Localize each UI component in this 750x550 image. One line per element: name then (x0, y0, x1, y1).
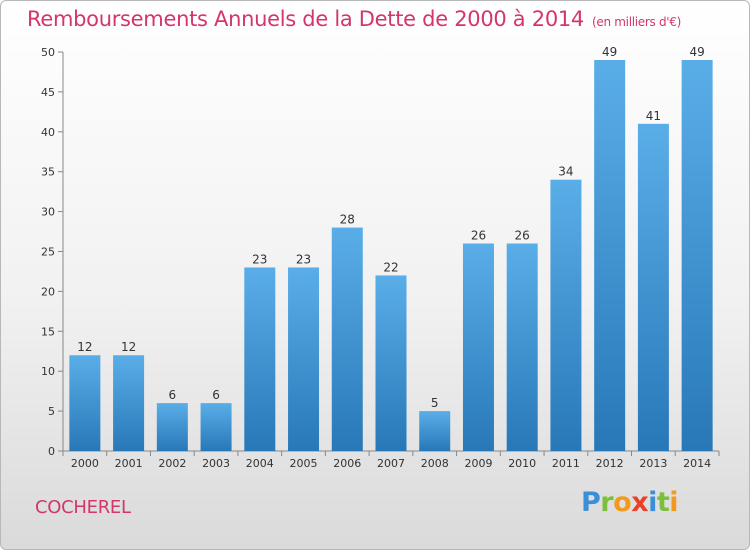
bar-2001 (113, 355, 145, 451)
y-tick-label: 15 (41, 325, 55, 338)
logo-letter: t (656, 487, 670, 518)
x-tick-label: 2007 (377, 457, 405, 470)
bar-2010 (506, 243, 538, 451)
commune-name: COCHEREL (35, 497, 131, 518)
bar-value-label: 34 (558, 165, 573, 179)
y-tick-label: 5 (48, 405, 55, 418)
logo-letter: i (648, 487, 657, 518)
y-tick-label: 10 (41, 365, 55, 378)
bar-2006 (331, 227, 363, 451)
chart-unit: (en milliers d'€) (592, 15, 682, 29)
x-tick-label: 2000 (71, 457, 99, 470)
y-tick-label: 35 (41, 166, 55, 179)
y-tick-label: 0 (48, 445, 55, 458)
logo-letter: P (581, 487, 601, 518)
bar-value-label: 5 (431, 396, 439, 410)
bar-2002 (156, 403, 188, 451)
x-tick-label: 2012 (596, 457, 624, 470)
logo-letter: x (631, 487, 649, 518)
bar-value-label: 28 (340, 213, 355, 227)
logo-letter: i (669, 487, 679, 518)
bar-value-label: 12 (77, 340, 92, 354)
bar-2005 (288, 267, 320, 451)
y-tick-label: 45 (41, 86, 55, 99)
y-tick-label: 30 (41, 206, 55, 219)
bar-2000 (69, 355, 101, 451)
bar-2008 (419, 411, 451, 451)
logo-letter: r (600, 487, 614, 518)
x-tick-label: 2005 (290, 457, 318, 470)
x-tick-label: 2002 (158, 457, 186, 470)
bar-2013 (637, 123, 669, 451)
bar-value-label: 41 (646, 109, 661, 123)
y-tick-label: 25 (41, 246, 55, 259)
x-tick-label: 2009 (464, 457, 492, 470)
bar-2007 (375, 275, 407, 451)
chart-title-text: Remboursements Annuels de la Dette de 20… (27, 7, 584, 31)
logo-letter: o (613, 487, 632, 518)
y-tick-label: 50 (41, 46, 55, 59)
x-tick-label: 2008 (421, 457, 449, 470)
bar-2004 (244, 267, 276, 451)
x-tick-label: 2011 (552, 457, 580, 470)
bar-value-label: 6 (169, 388, 177, 402)
x-tick-label: 2003 (202, 457, 230, 470)
bar-value-label: 12 (121, 340, 136, 354)
bar-value-label: 26 (471, 229, 486, 243)
bar-value-label: 23 (296, 252, 311, 266)
x-tick-label: 2004 (246, 457, 274, 470)
x-tick-label: 2014 (683, 457, 711, 470)
x-axis: 2000 2001 2002 2003 2004 2005 2006 2007 2008 2009… (62, 450, 720, 470)
x-tick-label: 2001 (115, 457, 143, 470)
bar-value-label: 49 (689, 45, 704, 59)
proxiti-logo[interactable]: Proxiti (581, 487, 679, 518)
chart-title: Remboursements Annuels de la Dette de 20… (27, 7, 681, 31)
bar-2012 (594, 59, 626, 451)
bar-2003 (200, 403, 232, 451)
y-tick-label: 40 (41, 126, 55, 139)
x-tick-label: 2013 (639, 457, 667, 470)
bar-2014 (681, 59, 713, 451)
bar-value-label: 22 (383, 260, 398, 274)
y-axis: 0 5 10 15 20 25 30 35 40 45 50 (41, 46, 64, 458)
bar-2009 (462, 243, 494, 451)
bar-value-label: 23 (252, 252, 267, 266)
bar-value-label: 6 (212, 388, 220, 402)
x-tick-label: 2006 (333, 457, 361, 470)
y-tick-label: 20 (41, 285, 55, 298)
bars: 12 12 6 6 23 23 28 22 5 26 26 34 49 41 49 (69, 45, 713, 451)
bar-value-label: 26 (515, 229, 530, 243)
bar-value-label: 49 (602, 45, 617, 59)
bar-2011 (550, 179, 582, 451)
x-tick-label: 2010 (508, 457, 536, 470)
